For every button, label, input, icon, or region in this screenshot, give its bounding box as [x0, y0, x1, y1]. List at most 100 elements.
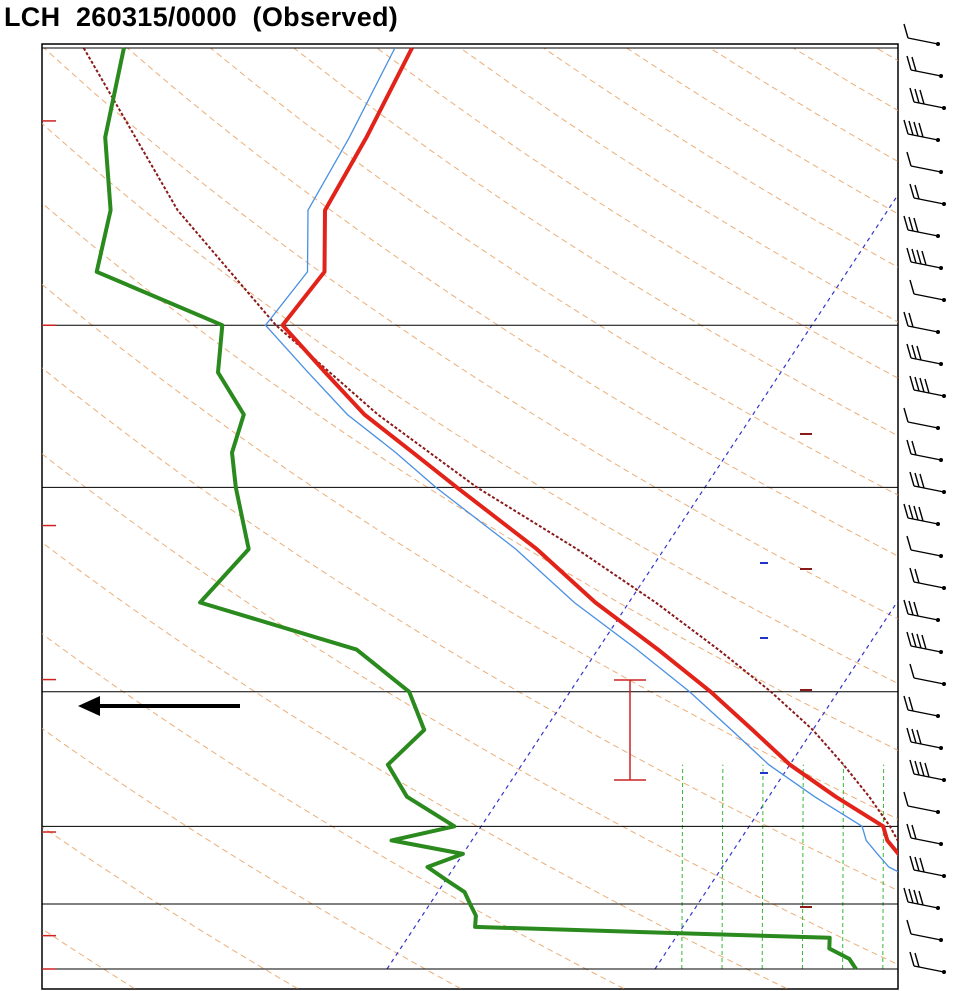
wind-barb-flag: [913, 889, 919, 905]
wind-barb-flag: [906, 535, 912, 551]
wind-barb: [909, 567, 946, 590]
wind-barb-flag: [908, 888, 914, 904]
wind-barb-flag: [924, 378, 930, 394]
wind-barb-flag: [906, 343, 912, 359]
isotherm-line: [923, 48, 972, 969]
wind-barb-flag: [911, 56, 917, 72]
wind-barb-station: [936, 138, 940, 142]
wind-barb-flag: [903, 407, 909, 423]
wind-barb-staff: [910, 165, 942, 173]
wind-barb-flag: [909, 759, 915, 775]
wind-barb: [906, 439, 943, 462]
wind-barb: [903, 503, 940, 526]
wind-barb-flag: [909, 279, 915, 295]
wind-barb-flag: [916, 249, 922, 265]
wind-barb-station: [939, 650, 943, 654]
wind-barb-station: [942, 202, 946, 206]
wind-barb: [906, 727, 943, 750]
wind-barb-flag: [908, 696, 914, 712]
wind-barb-flag: [909, 375, 915, 391]
parcel-trace: [82, 47, 898, 844]
wind-barb-station: [936, 522, 940, 526]
wind-barb-station: [942, 778, 946, 782]
mixing-ratio-line: [963, 765, 964, 969]
wind-barb-flag: [909, 471, 915, 487]
wind-barb-flag: [906, 727, 912, 743]
wind-barb-station: [942, 298, 946, 302]
wind-barb-flag: [919, 377, 925, 393]
wind-barb-flag: [914, 760, 920, 776]
dry-adiabat: [42, 727, 461, 989]
temperature-line: [280, 47, 898, 857]
wind-barb-flag: [913, 505, 919, 521]
wind-barb-flag: [903, 311, 909, 327]
wind-barb-station: [942, 682, 946, 686]
wind-barb-staff: [907, 421, 939, 429]
wind-barb-flag: [914, 952, 920, 968]
wind-barb-flag: [911, 440, 917, 456]
wind-barb: [906, 919, 943, 942]
wind-barb-staff: [907, 805, 939, 813]
wind-barb-station: [936, 618, 940, 622]
wind-barb: [906, 631, 943, 654]
air-press-arrowhead: [78, 696, 100, 716]
wind-barb: [906, 343, 943, 366]
wind-barb-station: [936, 810, 940, 814]
wind-barb-staff: [907, 37, 939, 45]
wind-barb: [906, 247, 943, 270]
wind-barb-flag: [906, 247, 912, 263]
wind-barb-flag: [906, 631, 912, 647]
dry-adiabat: [293, 47, 898, 437]
wind-barb-station: [939, 746, 943, 750]
mixing-ratio-line: [842, 764, 844, 970]
wind-barb-flag: [919, 857, 925, 873]
wind-barb-station: [936, 906, 940, 910]
wind-barb-flag: [911, 632, 917, 648]
wind-barb-flag: [908, 312, 914, 328]
wind-barb-flag: [914, 376, 920, 392]
wind-barb-flag: [909, 855, 915, 871]
wind-barb: [909, 951, 946, 974]
wind-barb-flag: [911, 248, 917, 264]
wind-barb-flag: [911, 728, 917, 744]
wind-barb: [903, 599, 940, 622]
wind-barb-station: [942, 586, 946, 590]
wind-barb-flag: [903, 503, 909, 519]
wind-barb-flag: [903, 599, 909, 615]
wind-barb-flag: [909, 87, 915, 103]
wind-barb-flag: [914, 88, 920, 104]
wind-barb: [909, 855, 946, 878]
wind-barb-flag: [919, 761, 925, 777]
wind-barb-staff: [913, 677, 945, 685]
wind-barb-staff: [910, 549, 942, 557]
dry-adiabat: [42, 541, 787, 989]
wind-barb-station: [939, 938, 943, 942]
mixing-ratio-line: [801, 764, 804, 970]
wind-barb: [909, 759, 946, 782]
wind-barb-flag: [903, 215, 909, 231]
dry-adiabat: [210, 47, 898, 496]
wind-barb-flag: [918, 122, 924, 138]
wind-barb-flag: [903, 23, 909, 39]
wind-barb-flag: [921, 634, 927, 650]
wind-barb-flag: [918, 890, 924, 906]
wind-barb-station: [939, 554, 943, 558]
wind-barb: [909, 663, 946, 686]
wind-barb-flag: [909, 951, 915, 967]
plot-frame: [41, 43, 899, 990]
wind-barb-station: [936, 426, 940, 430]
wind-barb-station: [942, 970, 946, 974]
wind-barb: [906, 823, 943, 846]
wind-barb: [906, 535, 943, 558]
wind-barb-station: [939, 842, 943, 846]
dewpoint-line: [94, 47, 858, 971]
wind-barb-station: [942, 106, 946, 110]
wind-barb-flag: [916, 345, 922, 361]
wind-barb: [909, 183, 946, 206]
wind-barb-station: [939, 74, 943, 78]
dry-adiabat: [42, 283, 898, 820]
wind-barb-flag: [919, 473, 925, 489]
dry-adiabat: [42, 453, 898, 966]
